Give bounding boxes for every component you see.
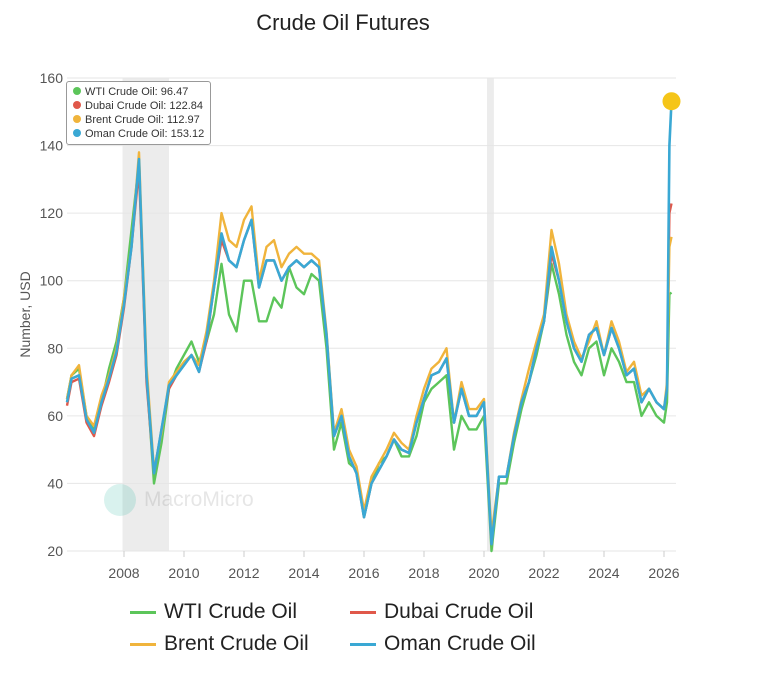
tooltip-row: WTI Crude Oil: 96.47 — [73, 85, 204, 99]
recession-band — [487, 78, 494, 551]
series-line-oman-crude-oil — [65, 101, 673, 546]
tooltip-row: Oman Crude Oil: 153.12 — [73, 127, 204, 141]
tooltip: WTI Crude Oil: 96.47 Dubai Crude Oil: 12… — [66, 81, 212, 145]
tooltip-label: WTI Crude Oil: 96.47 — [85, 86, 189, 98]
legend-swatch — [130, 642, 156, 646]
legend-item-dubai[interactable]: Dubai Crude Oil — [350, 600, 570, 624]
hover-marker — [662, 92, 681, 111]
legend-label: Brent Crude Oil — [164, 632, 309, 655]
legend-label: Dubai Crude Oil — [384, 600, 534, 623]
legend-item-oman[interactable]: Oman Crude Oil — [350, 632, 570, 656]
y-tick-label: 60 — [47, 408, 63, 424]
legend: WTI Crude Oil Dubai Crude Oil Brent Crud… — [130, 600, 570, 656]
x-tick-label: 2018 — [408, 565, 439, 581]
y-tick-label: 80 — [47, 340, 63, 356]
legend-item-wti[interactable]: WTI Crude Oil — [130, 600, 350, 624]
x-tick-label: 2022 — [528, 565, 559, 581]
x-tick-label: 2020 — [468, 565, 499, 581]
y-tick-label: 160 — [40, 70, 64, 86]
dot-icon — [73, 129, 81, 137]
legend-label: WTI Crude Oil — [164, 600, 298, 623]
dot-icon — [73, 115, 81, 123]
tooltip-label: Brent Crude Oil: 112.97 — [85, 114, 200, 126]
x-tick-label: 2012 — [228, 565, 259, 581]
watermark-text: MacroMicro — [144, 488, 254, 511]
tooltip-label: Dubai Crude Oil: 122.84 — [85, 100, 204, 112]
x-tick-label: 2016 — [348, 565, 379, 581]
dot-icon — [73, 101, 81, 109]
chart-title: Crude Oil Futures — [256, 10, 430, 35]
legend-swatch — [350, 642, 376, 646]
x-tick-label: 2014 — [288, 565, 319, 581]
tooltip-row: Dubai Crude Oil: 122.84 — [73, 99, 204, 113]
y-axis-label: Number, USD — [17, 271, 33, 357]
y-tick-label: 100 — [40, 273, 64, 289]
y-tick-label: 40 — [47, 475, 63, 491]
legend-item-brent[interactable]: Brent Crude Oil — [130, 632, 350, 656]
tooltip-row: Brent Crude Oil: 112.97 — [73, 113, 204, 127]
watermark: MacroMicro — [104, 484, 254, 516]
macromicro-logo-icon — [104, 484, 136, 516]
tooltip-label: Oman Crude Oil: 153.12 — [85, 128, 205, 140]
y-tick-label: 20 — [47, 543, 63, 559]
legend-swatch — [130, 610, 156, 614]
x-tick-label: 2010 — [168, 565, 199, 581]
x-tick-label: 2026 — [648, 565, 679, 581]
legend-label: Oman Crude Oil — [384, 632, 536, 655]
y-tick-label: 120 — [40, 205, 64, 221]
x-tick-label: 2008 — [108, 565, 139, 581]
legend-swatch — [350, 610, 376, 614]
dot-icon — [73, 87, 81, 95]
y-tick-label: 140 — [40, 138, 64, 154]
x-tick-label: 2024 — [588, 565, 619, 581]
